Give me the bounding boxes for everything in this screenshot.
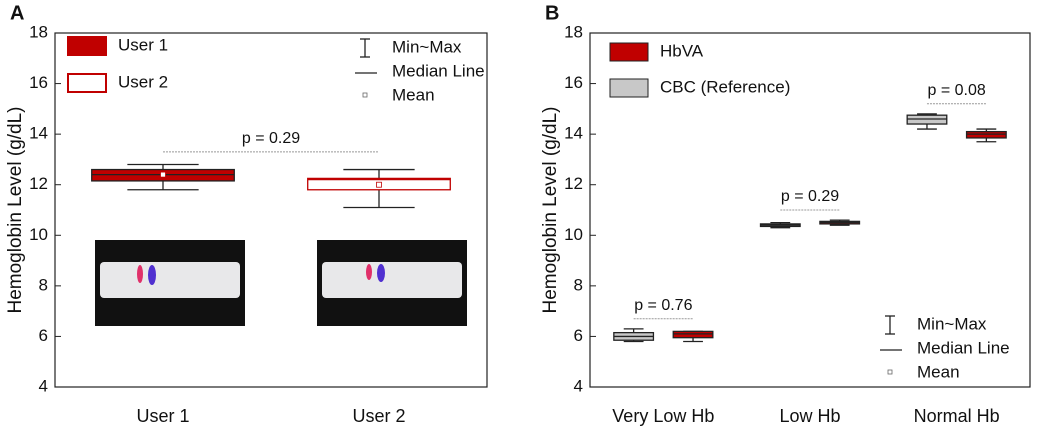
legend-label: User 1 [118, 35, 168, 54]
mean-marker [160, 171, 166, 178]
legend-swatch [67, 36, 107, 56]
y-axis-label: Hemoglobin Level (g/dL) [5, 106, 26, 313]
y-tick-label: 12 [564, 174, 583, 193]
y-tick-label: 8 [39, 275, 48, 294]
key-mean [362, 92, 368, 98]
legend-swatch [609, 42, 649, 62]
key-mean [887, 369, 893, 375]
x-tick-label: User 2 [352, 406, 405, 426]
x-tick-label: Normal Hb [914, 406, 1000, 426]
legend-label: CBC (Reference) [660, 77, 790, 96]
inset-photo-1 [95, 240, 245, 326]
x-tick-label: Very Low Hb [612, 406, 714, 426]
y-tick-label: 10 [564, 225, 583, 244]
legend-label: HbVA [660, 41, 704, 60]
y-axis-label: Hemoglobin Level (g/dL) [540, 106, 561, 313]
panel-label: B [545, 2, 559, 24]
legend-label: User 2 [118, 72, 168, 91]
x-tick-label: User 1 [136, 406, 189, 426]
p-value: p = 0.76 [634, 297, 692, 314]
y-tick-label: 14 [29, 124, 48, 143]
key-label: Median Line [392, 61, 485, 80]
y-tick-label: 12 [29, 174, 48, 193]
y-tick-label: 14 [564, 124, 583, 143]
key-label: Mean [917, 362, 960, 381]
panel-label: A [10, 2, 24, 24]
p-value: p = 0.08 [928, 82, 986, 99]
key-label: Min~Max [392, 37, 462, 56]
plot-frame [589, 32, 1031, 388]
y-tick-label: 4 [39, 376, 48, 395]
p-value: p = 0.29 [781, 188, 839, 205]
y-tick-label: 18 [564, 22, 583, 41]
x-tick-label: Low Hb [779, 406, 840, 426]
y-tick-label: 8 [574, 275, 583, 294]
mean-marker [376, 181, 382, 188]
key-label: Min~Max [917, 314, 987, 333]
y-tick-label: 18 [29, 22, 48, 41]
y-tick-label: 16 [564, 73, 583, 92]
y-tick-label: 16 [29, 73, 48, 92]
y-tick-label: 10 [29, 225, 48, 244]
y-tick-label: 6 [574, 326, 583, 345]
y-tick-label: 6 [39, 326, 48, 345]
key-label: Mean [392, 85, 435, 104]
plot-frame [54, 32, 488, 388]
key-label: Median Line [917, 338, 1010, 357]
inset-photo-2 [317, 240, 467, 326]
y-tick-label: 4 [574, 376, 583, 395]
legend-swatch [609, 78, 649, 98]
legend-swatch [67, 73, 107, 93]
p-value: p = 0.29 [242, 130, 300, 147]
